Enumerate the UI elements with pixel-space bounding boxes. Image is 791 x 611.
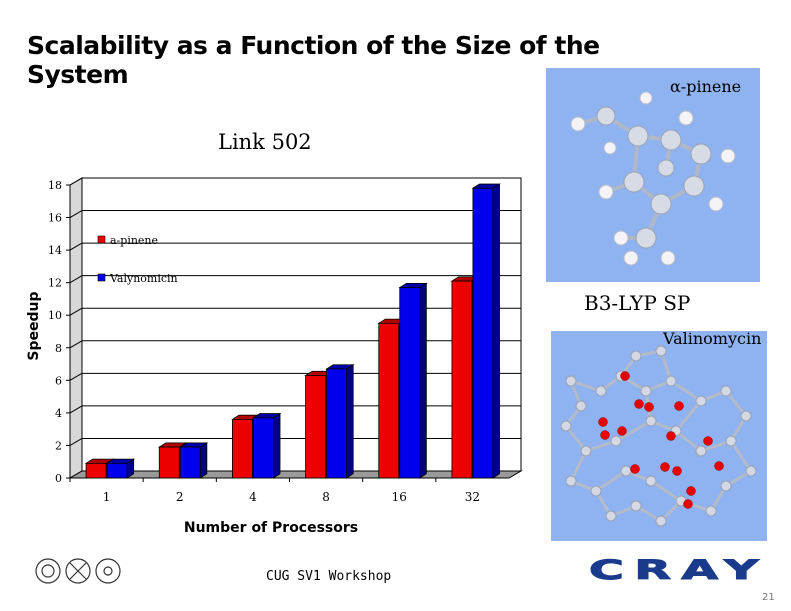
- legend-swatch: [97, 273, 106, 282]
- legend-label: Valynomicin: [109, 272, 178, 285]
- bar-valynomicin: [106, 462, 128, 479]
- x-tick-label: 32: [465, 490, 480, 504]
- bar-valynomicin: [399, 287, 421, 479]
- plot-back-wall: [81, 177, 522, 472]
- bar-valynomicin-side: [346, 364, 354, 479]
- bar-a-pinene: [451, 280, 473, 479]
- bar-a-pinene: [232, 418, 253, 479]
- y-tick-label: 8: [55, 342, 62, 355]
- y-tick-label: 6: [55, 374, 62, 387]
- bar-a-pinene: [158, 446, 180, 479]
- page-number: 21: [762, 592, 775, 603]
- bar-a-pinene: [85, 462, 107, 479]
- valinomycin-molecule-image: [551, 331, 767, 541]
- bar-valynomicin: [253, 417, 274, 479]
- y-tick-label: 0: [55, 472, 62, 485]
- y-tick-label: 18: [48, 179, 62, 192]
- gridline-side: [69, 372, 83, 381]
- bar-valynomicin-side: [419, 282, 427, 479]
- pinene-molecule-image: α-pinene: [546, 68, 760, 282]
- pinene-label: α-pinene: [670, 77, 742, 96]
- cray-logo-text: CRAY: [589, 558, 769, 582]
- y-axis-title: Speedup: [26, 291, 42, 360]
- bar-valynomicin: [326, 368, 347, 479]
- gridline-side: [69, 242, 83, 251]
- y-tick-label: 4: [55, 407, 62, 420]
- method-label: B3-LYP SP: [584, 291, 691, 315]
- y-tick-label: 12: [48, 277, 62, 290]
- bar-valynomicin: [472, 187, 494, 479]
- bar-a-pinene: [378, 322, 400, 479]
- bar-a-pinene: [305, 375, 326, 479]
- bar-valynomicin-side: [492, 183, 500, 479]
- y-tick-label: 2: [55, 439, 62, 452]
- gridline-side: [69, 307, 83, 316]
- valinomycin-molecule-drawing: [560, 345, 757, 527]
- x-tick-label: 16: [392, 490, 407, 504]
- bar-valynomicin: [179, 446, 201, 479]
- x-tick-label: 4: [249, 490, 257, 504]
- valinomycin-label: Valinomycin: [663, 329, 762, 348]
- slide-title: Scalability as a Function of the Size of…: [27, 31, 600, 89]
- footer-text: CUG SV1 Workshop: [266, 569, 392, 584]
- pinene-molecule-drawing: [570, 91, 736, 266]
- bar-valynomicin-side: [199, 442, 208, 479]
- x-tick-label: 2: [176, 490, 184, 504]
- gridline-side: [69, 275, 83, 284]
- plot-side-wall: [69, 177, 83, 479]
- legend-label: a-pinene: [110, 234, 158, 247]
- chart-title: Link 502: [218, 130, 312, 154]
- x-axis-title: Number of Processors: [184, 520, 358, 536]
- bar-valynomicin-side: [273, 412, 281, 479]
- x-tick-label: 1: [103, 490, 111, 504]
- legend-swatch: [97, 235, 106, 244]
- y-tick-label: 10: [48, 309, 62, 322]
- gridline-side: [69, 177, 83, 186]
- partner-logos-icon: [35, 558, 121, 584]
- y-tick-label: 16: [48, 212, 62, 225]
- cray-logo: CRAY: [589, 558, 769, 582]
- y-tick-label: 14: [48, 244, 62, 257]
- gridline-side: [69, 438, 83, 446]
- gridline-side: [69, 405, 83, 414]
- gridline-side: [69, 340, 83, 349]
- x-tick-label: 8: [322, 490, 330, 504]
- gridline-side: [69, 210, 83, 218]
